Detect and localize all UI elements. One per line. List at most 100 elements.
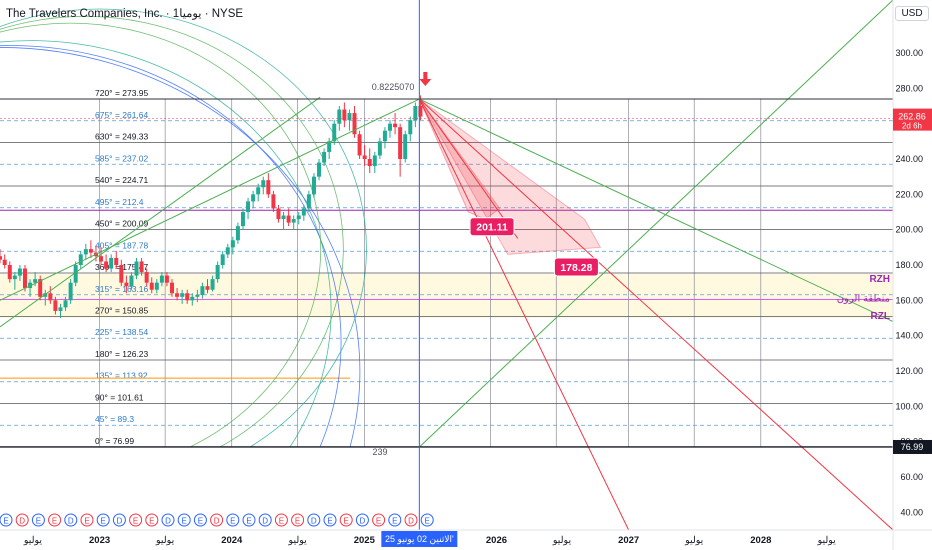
candle-body xyxy=(180,293,185,297)
candle-body xyxy=(235,226,240,241)
y-tick-label: 300.00 xyxy=(895,48,923,58)
candle-body xyxy=(332,123,337,142)
ratio-label: 0.8225070 xyxy=(372,82,415,92)
candle-body xyxy=(190,296,195,301)
fan-line-1 xyxy=(419,98,894,531)
y-tick-label: 120.00 xyxy=(895,366,923,376)
event-marker-letter: E xyxy=(279,517,284,526)
last-price-countdown: 2d 6h xyxy=(902,122,922,131)
event-marker-letter: E xyxy=(198,517,203,526)
x-tick-label: 2023 xyxy=(89,535,110,546)
gann-arc-3 xyxy=(0,8,367,448)
candle-body xyxy=(413,106,418,121)
candle-body xyxy=(119,265,124,283)
gann-level-label: 450° = 200.09 xyxy=(95,219,149,229)
candle-body xyxy=(352,113,357,135)
y-tick-label: 280.00 xyxy=(895,83,923,93)
candle-body xyxy=(311,176,316,195)
candle-body xyxy=(301,208,306,216)
gann-level-label: 630° = 249.33 xyxy=(95,132,149,142)
candle-body xyxy=(205,286,210,290)
event-marker-letter: E xyxy=(36,517,41,526)
gann-level-label: 540° = 224.71 xyxy=(95,175,149,185)
candle-body xyxy=(377,141,382,156)
gann-level-label: 0° = 76.99 xyxy=(95,436,134,446)
event-marker xyxy=(0,513,13,527)
candle-body xyxy=(393,123,398,128)
event-marker-letter: E xyxy=(182,517,187,526)
candle-body xyxy=(382,130,387,142)
candle-body xyxy=(271,194,276,209)
candle-body xyxy=(418,106,423,117)
event-marker xyxy=(242,513,256,527)
candle-body xyxy=(240,212,245,227)
gann-level-label: 675° = 261.64 xyxy=(95,110,149,120)
x-tick-label: 2027 xyxy=(618,535,639,546)
candle-body xyxy=(276,208,281,220)
candle-body xyxy=(215,265,220,280)
event-marker-letter: D xyxy=(311,517,317,526)
rzh-label: RZH xyxy=(869,274,890,285)
candle-body xyxy=(78,254,83,265)
last-price-value: 262.86 xyxy=(898,112,926,122)
candle-body xyxy=(225,247,230,255)
y-tick-label: 220.00 xyxy=(895,189,923,199)
candle-body xyxy=(12,275,17,280)
event-marker-letter: E xyxy=(133,517,138,526)
event-marker xyxy=(193,513,207,527)
x-tick-label: يوليو xyxy=(552,535,572,546)
x-tick-label: يوليو xyxy=(288,535,308,546)
event-marker-letter: E xyxy=(52,517,57,526)
candle-body xyxy=(281,215,286,220)
x-tick-label: 2028 xyxy=(750,535,771,546)
candle-body xyxy=(48,293,53,301)
event-marker xyxy=(355,513,369,527)
candle-body xyxy=(200,286,205,296)
gann-arc-layer xyxy=(0,8,367,448)
zone-name-label: منطقة الرون xyxy=(837,294,890,305)
y-tick-label: 240.00 xyxy=(895,154,923,164)
currency-label[interactable]: USD xyxy=(895,6,929,21)
candle-body xyxy=(220,254,225,265)
x-tick-label: 2025 xyxy=(354,535,376,546)
candle-body xyxy=(144,272,149,283)
candle-body xyxy=(114,257,119,265)
x-tick-label: يوليو xyxy=(155,535,175,546)
gann-arc-1 xyxy=(0,47,361,448)
event-marker xyxy=(15,513,29,527)
candle-body xyxy=(195,295,200,297)
y-tick-label: 140.00 xyxy=(895,331,923,341)
event-marker-letter: D xyxy=(360,517,366,526)
gann-level-label: 45° = 89.3 xyxy=(95,414,134,424)
fan-line-2 xyxy=(418,98,519,239)
target-value-1: 201.11 xyxy=(476,222,508,234)
event-marker xyxy=(291,513,305,527)
rzl-label: RZL xyxy=(871,311,890,322)
candle-body xyxy=(99,256,104,262)
candle-body xyxy=(104,261,109,269)
candle-body xyxy=(317,162,322,177)
y-tick-label: 160.00 xyxy=(895,295,923,305)
green-trend-line-0 xyxy=(0,98,420,301)
event-marker xyxy=(274,513,288,527)
event-marker-letter: E xyxy=(230,517,235,526)
projection-arrow-2 xyxy=(418,98,602,255)
green-trend-line-1 xyxy=(0,96,321,328)
crosshair-date-label: الاثنين 02 يونيو 25' xyxy=(385,534,454,545)
candle-body xyxy=(28,282,33,288)
gann-level-label: 405° = 187.78 xyxy=(95,240,149,250)
gann-level-label: 135° = 113.92 xyxy=(95,371,148,381)
candle-body xyxy=(58,307,63,311)
event-marker xyxy=(161,513,175,527)
event-marker-letter: D xyxy=(408,517,414,526)
crosshair-date-badge xyxy=(381,531,458,547)
low-price-badge xyxy=(893,439,932,454)
candle-body xyxy=(210,279,215,290)
event-marker xyxy=(372,513,386,527)
candle-body xyxy=(398,127,403,159)
candle-body xyxy=(124,282,129,287)
target-badge-2 xyxy=(553,257,599,277)
